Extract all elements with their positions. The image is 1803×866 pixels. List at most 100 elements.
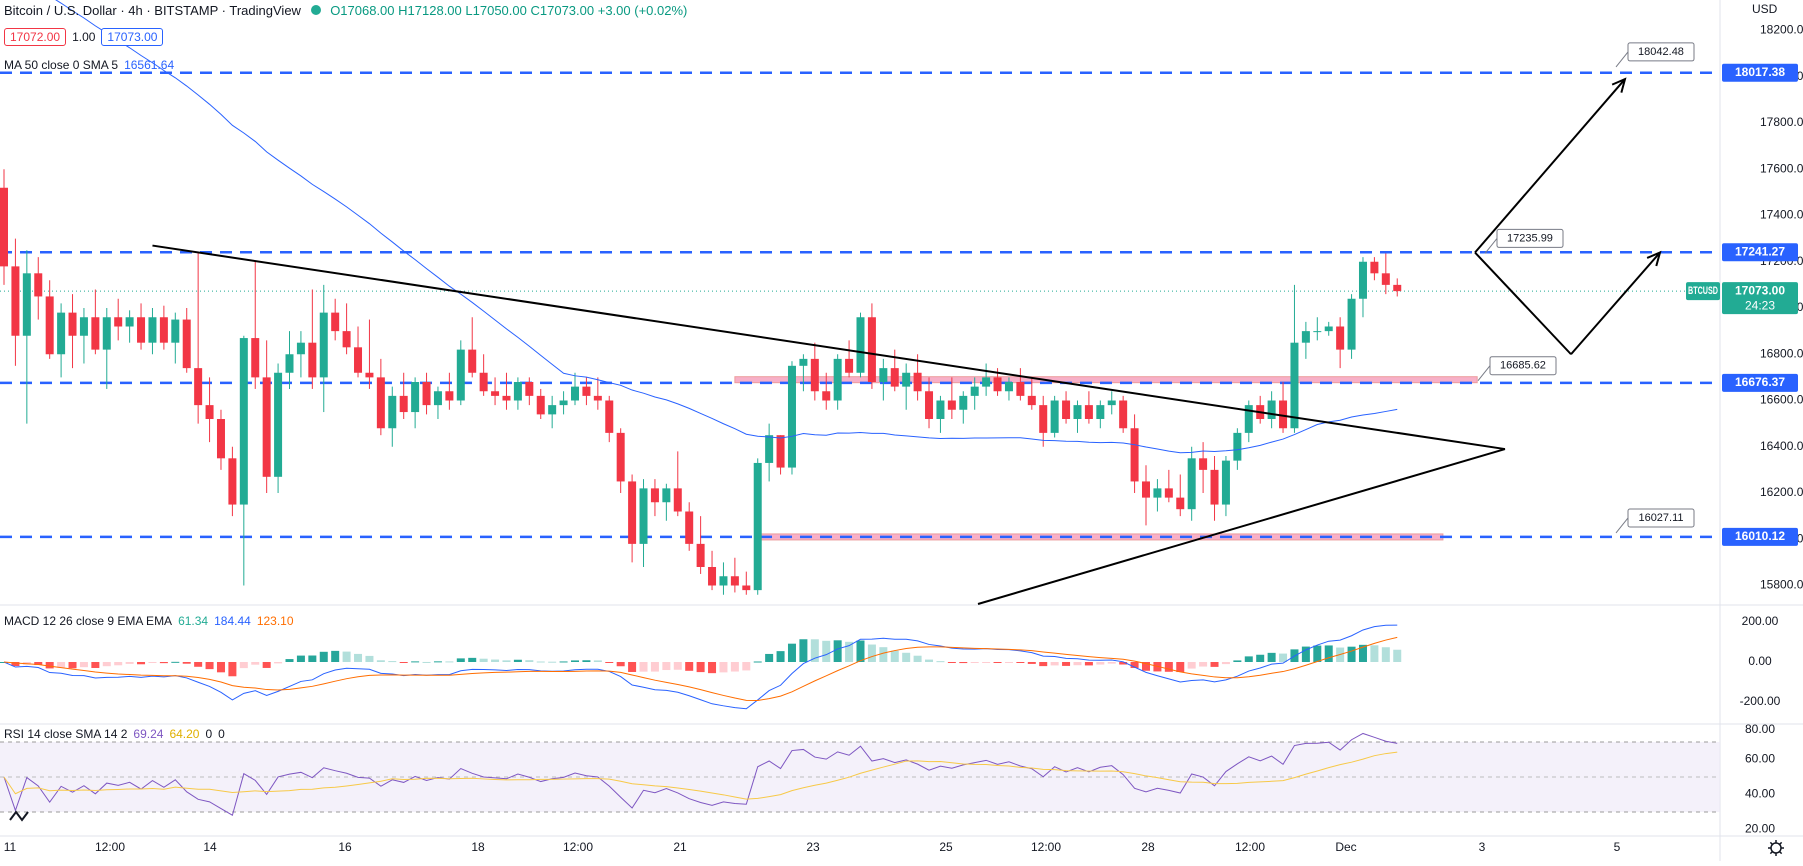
candle[interactable] [274,363,283,494]
candle[interactable] [1279,382,1288,433]
signal-line[interactable] [3,636,1398,701]
candle[interactable] [1062,391,1071,424]
candle[interactable] [1347,294,1356,359]
candle[interactable] [68,294,77,369]
candle[interactable] [673,451,682,517]
ma50-line[interactable] [27,0,1398,454]
candle[interactable] [114,298,123,341]
symbol-title[interactable]: Bitcoin / U.S. Dollar · 4h · BITSTAMP · … [4,3,301,18]
candle[interactable] [1187,446,1196,521]
candle[interactable] [776,435,785,475]
candle[interactable] [433,386,442,419]
candle[interactable] [639,479,648,567]
candle[interactable] [696,516,705,574]
candle[interactable] [582,377,591,406]
candle[interactable] [1027,377,1036,410]
candle[interactable] [1130,414,1139,493]
candle[interactable] [845,340,854,378]
candle[interactable] [399,372,408,419]
bid-button[interactable]: 17072.00 [4,28,67,46]
candle[interactable] [799,354,808,392]
candle[interactable] [422,372,431,415]
candle[interactable] [616,428,625,493]
candle[interactable] [605,395,614,443]
candle[interactable] [685,502,694,551]
level-axis-label[interactable]: 16010.12 [1722,527,1798,546]
drawings-layer[interactable] [152,77,1662,605]
candle[interactable] [787,361,796,475]
candle[interactable] [411,377,420,429]
candle[interactable] [662,483,671,521]
candle[interactable] [365,319,374,389]
candle[interactable] [1244,400,1253,443]
level-axis-label[interactable]: 18017.38 [1722,63,1798,82]
candle[interactable] [171,312,180,364]
candle[interactable] [730,557,739,593]
level-axis-label[interactable]: 16676.37 [1722,373,1798,392]
candle[interactable] [1336,317,1345,369]
candle[interactable] [959,391,968,424]
candle[interactable] [559,391,568,415]
candle[interactable] [79,308,88,364]
candle[interactable] [1164,469,1173,503]
candle[interactable] [1233,428,1242,470]
candle[interactable] [1381,253,1390,295]
candle[interactable] [102,308,111,389]
candle[interactable] [1370,257,1379,281]
candle[interactable] [925,377,934,429]
candle[interactable] [913,354,922,401]
rsi-line[interactable] [3,732,1398,816]
candle[interactable] [148,308,157,355]
price-callout[interactable]: 17235.99 [1484,228,1564,254]
candle[interactable] [856,312,865,378]
candle[interactable] [708,550,717,591]
candle[interactable] [765,423,774,482]
candle[interactable] [1142,465,1150,526]
candle[interactable] [125,310,134,343]
candle[interactable] [513,377,522,410]
candle[interactable] [970,377,979,410]
candle[interactable] [1393,278,1402,297]
market-status-icon[interactable] [310,5,321,15]
ascending-trendline[interactable] [977,448,1506,605]
candle[interactable] [571,372,579,406]
candle[interactable] [296,331,305,378]
candle[interactable] [1153,479,1162,512]
candle[interactable] [1267,391,1276,429]
candle[interactable] [251,261,260,389]
candle[interactable] [342,303,351,355]
candle[interactable] [194,252,203,424]
candle[interactable] [1176,474,1185,517]
candle[interactable] [0,169,8,285]
candle[interactable] [1050,395,1059,438]
candle[interactable] [319,284,328,413]
candle[interactable] [456,340,465,406]
candle[interactable] [1290,284,1299,433]
rsi-legend[interactable]: RSI 14 close SMA 14 2 69.24 64.20 0 0 [4,727,225,741]
candle[interactable] [1073,400,1082,433]
macd-legend[interactable]: MACD 12 26 close 9 EMA EMA 61.34 184.44 … [4,614,294,628]
candle[interactable] [742,571,751,595]
candle[interactable] [239,335,248,586]
candle[interactable] [1221,456,1230,517]
candle[interactable] [354,326,363,378]
candle[interactable] [376,358,385,436]
candle[interactable] [982,363,991,396]
price-callout[interactable]: 16027.11 [1615,508,1695,534]
candle[interactable] [867,303,876,389]
candle[interactable] [593,377,602,410]
candle[interactable] [285,331,294,389]
candle[interactable] [650,479,659,517]
descending-trendline[interactable] [152,244,1506,451]
candle[interactable] [137,303,146,350]
candle[interactable] [479,354,488,396]
candle[interactable] [1119,395,1128,433]
ask-button[interactable]: 17073.00 [101,28,164,46]
candle[interactable] [159,305,168,350]
candle[interactable] [1004,377,1013,401]
candle[interactable] [947,377,956,419]
level-axis-label[interactable]: 17241.27 [1722,243,1798,262]
candle[interactable] [22,250,31,424]
candle[interactable] [1324,321,1333,336]
